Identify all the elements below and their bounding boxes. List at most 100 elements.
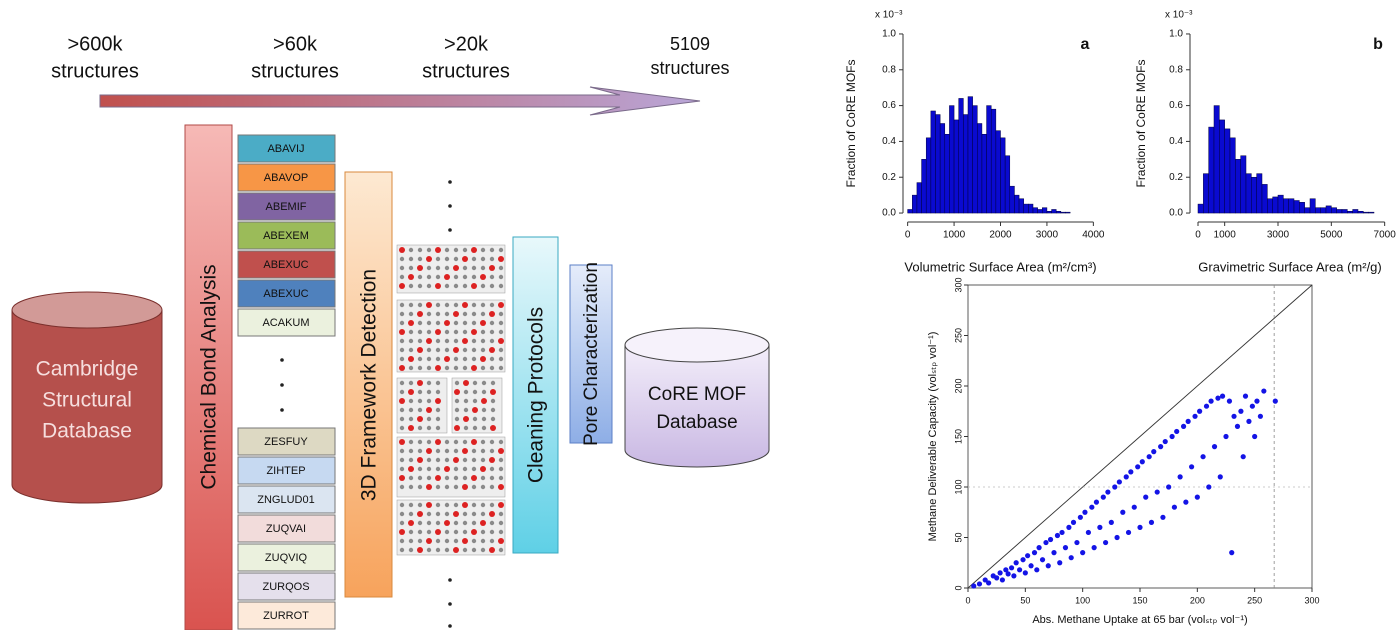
scatter-point [1160,515,1165,520]
histogram-bar [1294,201,1299,214]
histogram-bar [1289,199,1294,213]
scatter-point [1235,424,1240,429]
code-label: ABAVIJ [267,143,304,155]
y-tick-label: 0.4 [882,136,896,147]
scatter-point [1220,394,1225,399]
histogram-bar [1246,174,1251,213]
histogram-bar [1230,138,1235,213]
axis-multiplier: x 10⁻³ [1165,10,1193,21]
code-label: ABAVOP [264,172,308,184]
scatter-point [1126,530,1131,535]
scatter-point [1192,414,1197,419]
scatter-point [977,581,982,586]
scatter-point [1166,484,1171,489]
y-tick-label: 0.8 [1169,64,1183,75]
x-axis-label: Abs. Methane Uptake at 65 bar (volₛₜₚ vo… [1032,614,1247,626]
step-label: Chemical Bond Analysis [198,264,221,489]
x-tick-label: 2000 [989,230,1012,241]
scatter-point [971,583,976,588]
histogram-bar [936,115,941,214]
code-label: ABEXUC [263,288,308,300]
histogram-bar [1042,208,1047,213]
scatter-point [1089,505,1094,510]
scatter-point [1051,550,1056,555]
y-tick-label: 250 [953,328,963,343]
histogram-bar [926,138,931,213]
scatter-point [1204,404,1209,409]
histogram-bar [991,109,996,213]
scatter-point [1025,553,1030,558]
histogram-bar [1038,209,1043,213]
x-tick-label: 5000 [1320,230,1343,241]
source-label: Cambridge [36,358,139,381]
scatter-point [1080,550,1085,555]
step-label: Pore Characterization [581,262,602,446]
scatter-point [1140,459,1145,464]
code-list: ABAVIJABAVOPABEMIFABEXEMABEXUCABEXUCACAK… [238,135,335,629]
scatter-point [1181,424,1186,429]
stage-count: >20k [444,33,489,55]
output-db: CoRE MOF Database [625,328,769,467]
stage-unit: structures [422,60,510,82]
histogram-bar [1052,209,1057,213]
x-tick-label: 100 [1075,595,1090,605]
scatter-point [1078,515,1083,520]
scatter-point [1261,388,1266,393]
x-tick-label: 250 [1247,595,1262,605]
scatter-point [1071,520,1076,525]
histogram-bar [1331,208,1336,213]
scatter-point [1011,573,1016,578]
y-tick-label: 150 [953,429,963,444]
histogram-bar [1225,129,1230,213]
x-tick-label: 0 [965,595,970,605]
diagonal-line [968,285,1312,588]
histogram-bar [945,134,950,213]
scatter-point [1048,537,1053,542]
scatter-point [1124,474,1129,479]
scatter-point [1046,563,1051,568]
y-tick-label: 0.4 [1169,136,1183,147]
histogram-bar [1326,206,1331,213]
histogram-bar [931,111,936,213]
scatter-point [1155,489,1160,494]
source-label: Structural [42,389,132,412]
scatter-point [1074,540,1079,545]
x-tick-label: 3000 [1036,230,1059,241]
y-tick-label: 100 [953,479,963,494]
histogram-bar [1066,212,1071,213]
y-tick-label: 200 [953,378,963,393]
stage-unit: structures [51,60,139,82]
y-tick-label: 0.6 [882,100,896,111]
scatter-point [1163,439,1168,444]
scatter-point [1006,571,1011,576]
y-tick-label: 0.8 [882,64,896,75]
code-label: ZNGLUD01 [257,494,314,506]
stage-unit: structures [650,58,729,78]
structure-images [397,245,505,555]
source-label: Database [42,420,132,443]
x-tick-label: 4000 [1082,230,1105,241]
x-tick-label: 1000 [1214,230,1237,241]
scatter-point [1066,525,1071,530]
y-tick-label: 1.0 [1169,29,1183,40]
scatter-point [1103,540,1108,545]
y-tick-label: 1.0 [882,29,896,40]
histogram-bar [1363,212,1368,213]
scatter-point [1170,434,1175,439]
histogram-bar [917,183,922,213]
code-label: ABEXUC [263,259,308,271]
scatter-point [994,575,999,580]
scatter-point [1178,474,1183,479]
histogram-bar [1310,199,1315,213]
x-tick-label: 1000 [943,230,966,241]
histogram-bar [1241,156,1246,213]
structure-tile [397,500,505,555]
scatter-point [1117,479,1122,484]
scatter-point [1183,500,1188,505]
scatter-point [1186,419,1191,424]
figure: >600k structures >60k structures >20k st… [0,0,1400,630]
stage-count: >600k [67,33,123,55]
histogram-bar [1019,199,1024,213]
x-axis-label: Volumetric Surface Area (m²/cm³) [904,259,1096,274]
histogram-bar [1061,212,1066,213]
